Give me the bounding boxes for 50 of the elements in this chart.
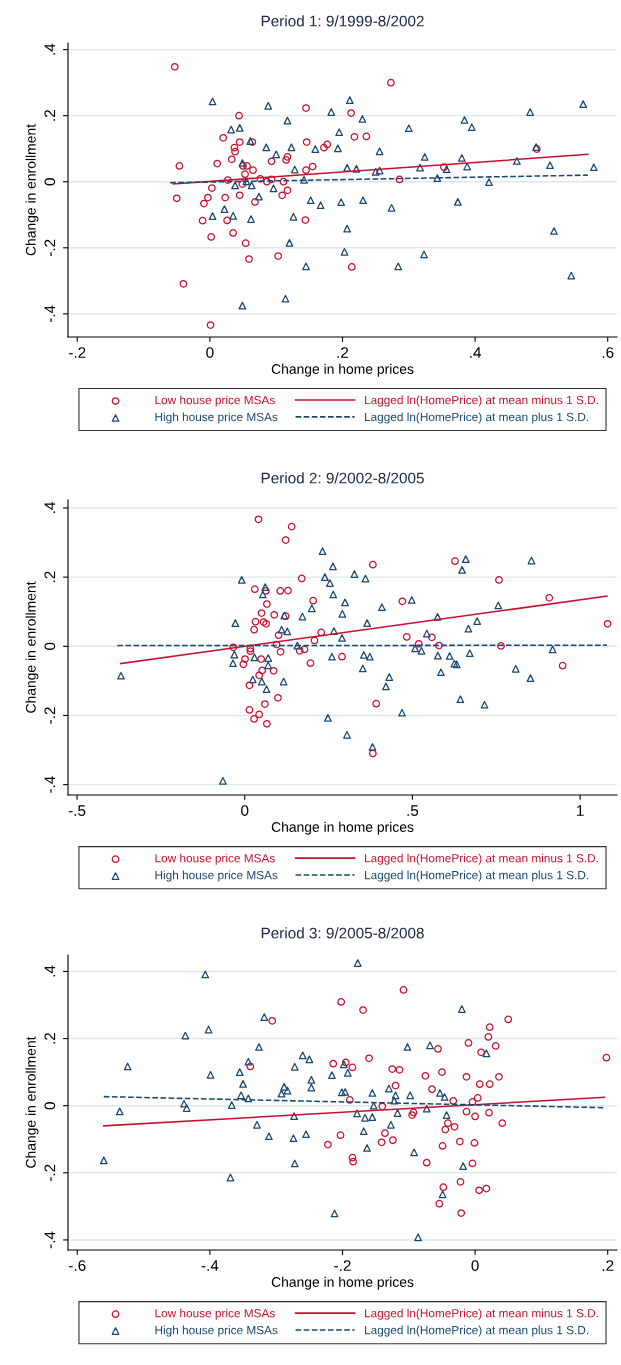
legend-label: Lagged ln(HomePrice) at mean minus 1 S.D. [365, 395, 598, 407]
y-tick-label: .4 [44, 502, 56, 513]
x-tick-label: .4 [470, 347, 482, 358]
text: Low house price MSAs [155, 853, 275, 865]
y-tick-label: -.4 [44, 305, 56, 323]
y-tick-label: -.4 [44, 1231, 56, 1249]
text: High house price MSAs [155, 412, 278, 424]
x-tick-label: 0 [471, 1260, 479, 1271]
text: Low house price MSAs [155, 1308, 275, 1320]
x-tick-label: 0 [206, 347, 214, 358]
x-axis-title: Change in home prices [271, 821, 414, 835]
x-tick-label: -.2 [334, 1260, 351, 1271]
legend-label: Lagged ln(HomePrice) at mean plus 1 S.D. [365, 870, 589, 882]
x-tick-label: .5 [407, 805, 419, 816]
x-tick-label: .2 [337, 347, 349, 358]
y-axis-title: Change in enrollment [25, 124, 39, 256]
text: Low house price MSAs [155, 395, 275, 407]
legend-label: Lagged ln(HomePrice) at mean plus 1 S.D. [365, 1325, 589, 1337]
x-tick-label: -.6 [69, 1260, 86, 1271]
text: High house price MSAs [155, 870, 278, 882]
legend-label: Lagged ln(HomePrice) at mean minus 1 S.D. [365, 853, 598, 865]
y-tick-label: -.2 [44, 707, 56, 724]
y-axis-title: Change in enrollment [25, 1036, 39, 1168]
y-tick-label: 0 [44, 178, 56, 186]
chart-title: Period 1: 9/1999-8/2002 [261, 15, 424, 27]
y-tick-label: .2 [44, 571, 56, 583]
chart-title: Period 2: 9/2002-8/2005 [261, 472, 424, 484]
x-tick-label: .2 [602, 1260, 614, 1271]
y-tick-label: .2 [44, 110, 56, 121]
y-tick-label: .4 [44, 965, 56, 977]
y-axis-title: Change in enrollment [25, 581, 39, 713]
x-tick-label: -.5 [68, 805, 86, 816]
text: High house price MSAs [155, 1325, 278, 1337]
y-tick-label: .4 [44, 43, 56, 55]
x-tick-label: .6 [602, 347, 614, 358]
legend-label: Lagged ln(HomePrice) at mean minus 1 S.D. [365, 1308, 598, 1320]
x-tick-label: -.4 [201, 1260, 219, 1271]
x-axis-title: Change in home prices [271, 1276, 414, 1290]
y-tick-label: 0 [44, 642, 56, 650]
chart-title: Period 3: 9/2005-8/2008 [261, 927, 424, 939]
x-tick-label: 0 [241, 805, 249, 816]
y-tick-label: 0 [44, 1102, 56, 1110]
y-tick-label: -.2 [44, 239, 56, 257]
y-tick-label: .2 [44, 1032, 56, 1044]
x-tick-label: -.2 [69, 347, 86, 358]
x-axis-title: Change in home prices [271, 363, 414, 377]
y-tick-label: -.4 [44, 776, 56, 793]
y-tick-label: -.2 [44, 1164, 56, 1182]
x-tick-label: 1 [577, 805, 584, 816]
legend-label: Lagged ln(HomePrice) at mean plus 1 S.D. [365, 412, 589, 424]
